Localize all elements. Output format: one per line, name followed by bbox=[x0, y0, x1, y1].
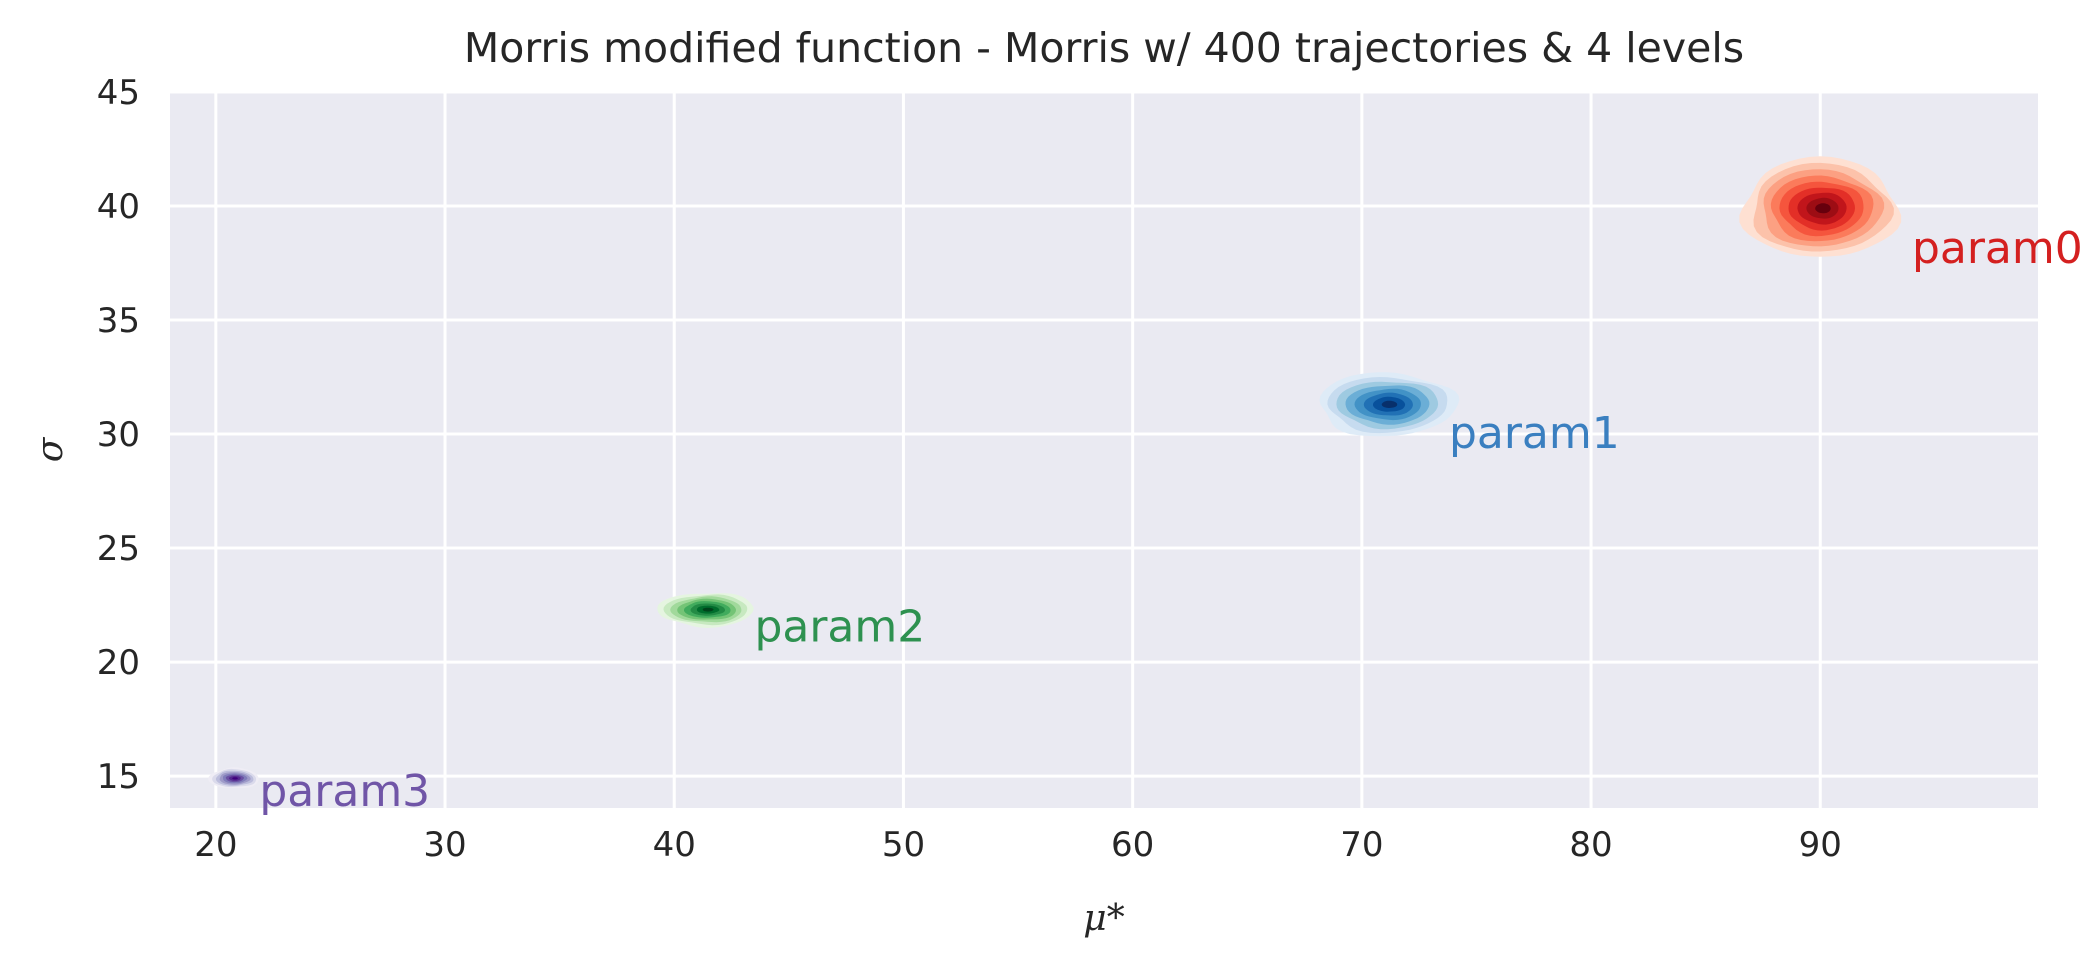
chart-title: Morris modified function - Morris w/ 400… bbox=[464, 24, 1744, 72]
series-label-param3: param3 bbox=[259, 766, 430, 817]
density-param2 bbox=[657, 593, 754, 628]
x-tick-label: 80 bbox=[1569, 825, 1612, 865]
density-contours bbox=[208, 156, 1902, 788]
y-tick-label: 40 bbox=[97, 187, 140, 227]
x-tick-label: 20 bbox=[194, 825, 237, 865]
plot-area bbox=[170, 92, 2038, 808]
x-tick-label: 30 bbox=[423, 825, 466, 865]
density-param3 bbox=[208, 767, 259, 788]
series-label-param2: param2 bbox=[754, 602, 925, 653]
density-level bbox=[232, 777, 238, 780]
series-labels: param0 param1 param2 param3 bbox=[259, 223, 2082, 817]
x-tick-label: 90 bbox=[1799, 825, 1842, 865]
y-tick-label: 20 bbox=[97, 643, 140, 683]
tick-labels: 20 30 40 50 60 70 80 90 15 20 25 30 35 40 45 bbox=[97, 73, 1842, 865]
x-tick-label: 60 bbox=[1111, 825, 1154, 865]
x-tick-label: 40 bbox=[653, 825, 696, 865]
y-tick-label: 45 bbox=[97, 73, 140, 113]
series-label-param0: param0 bbox=[1912, 223, 2083, 274]
y-tick-label: 15 bbox=[97, 757, 140, 797]
x-axis-label: μ* bbox=[1083, 898, 1124, 939]
density-param1 bbox=[1319, 372, 1460, 437]
density-level bbox=[1815, 203, 1831, 214]
y-tick-label: 30 bbox=[97, 415, 140, 455]
density-level bbox=[1381, 400, 1398, 408]
x-tick-label: 70 bbox=[1340, 825, 1383, 865]
y-tick-label: 25 bbox=[97, 529, 140, 569]
y-axis-label: σ bbox=[30, 436, 71, 462]
density-level bbox=[702, 607, 714, 612]
density-param0 bbox=[1739, 156, 1902, 257]
series-label-param1: param1 bbox=[1449, 408, 1620, 459]
x-tick-label: 50 bbox=[882, 825, 925, 865]
y-tick-label: 35 bbox=[97, 301, 140, 341]
